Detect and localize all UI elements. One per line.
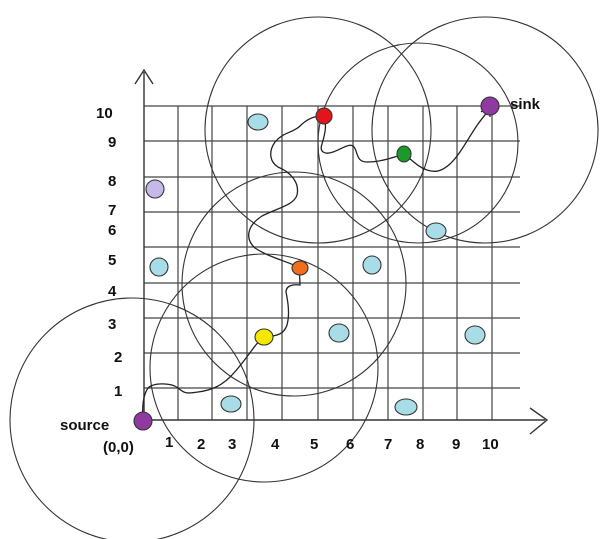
y-tick-label: 10 [96,105,113,122]
sensor-node [394,398,418,416]
x-tick-label: 1 [165,434,173,451]
relay-node-orange [291,260,309,276]
sink-label: sink [510,96,541,113]
axes [134,68,549,435]
path-orange-to-red [248,115,323,269]
x-axis-arrow [529,407,549,435]
path-green-to-sink [403,107,491,172]
x-tick-label: 5 [310,436,318,453]
range-circle-source [9,297,255,539]
sensor-nodes [145,113,486,416]
range-circles [9,16,599,539]
y-tick-label: 8 [108,173,116,190]
y-tick-labels: 10 9 8 7 6 5 4 3 2 1 [96,105,122,400]
sink-node [480,96,500,116]
x-tick-label: 3 [228,436,236,453]
y-tick-label: 2 [114,349,122,366]
path-source-to-yellow [142,336,265,419]
sensor-node-light [145,179,165,199]
grid [144,105,520,420]
y-tick-label: 5 [108,252,116,269]
range-circle-orange [181,171,407,397]
x-tick-label: 10 [482,436,499,453]
x-tick-label: 4 [271,436,280,453]
range-circle-yellow [149,253,379,483]
sensor-node [149,257,169,277]
path-red-to-green [320,115,405,163]
relay-node-red [315,107,333,125]
sensor-node [247,113,269,131]
routing-path [142,104,491,419]
sensor-node [464,325,486,345]
x-tick-label: 2 [197,436,205,453]
y-tick-label: 3 [108,316,116,333]
x-tick-label: 8 [416,436,424,453]
range-circle-green [317,42,519,244]
range-circle-red [204,16,432,244]
sensor-node [425,222,447,240]
sensor-node [220,395,242,413]
y-tick-label: 1 [114,383,122,400]
relay-node-yellow [254,328,274,346]
y-tick-label: 4 [108,283,117,300]
y-tick-label: 9 [108,134,116,151]
origin-label: (0,0) [103,439,134,456]
y-tick-label: 7 [108,202,116,219]
x-tick-label: 7 [384,436,392,453]
y-tick-label: 6 [108,222,116,239]
relay-node-green [396,145,412,163]
x-tick-label: 6 [346,436,354,453]
y-axis-arrow [134,68,154,85]
range-circle-sink [371,16,599,244]
x-tick-labels: 1 2 3 4 5 6 7 8 9 10 [165,434,499,453]
relay-nodes [254,107,412,346]
x-tick-label: 9 [452,436,460,453]
sensor-node [328,323,350,343]
path-yellow-to-orange [263,267,301,338]
source-label: source [60,417,109,434]
source-node [133,411,153,431]
sensor-node [362,255,382,275]
